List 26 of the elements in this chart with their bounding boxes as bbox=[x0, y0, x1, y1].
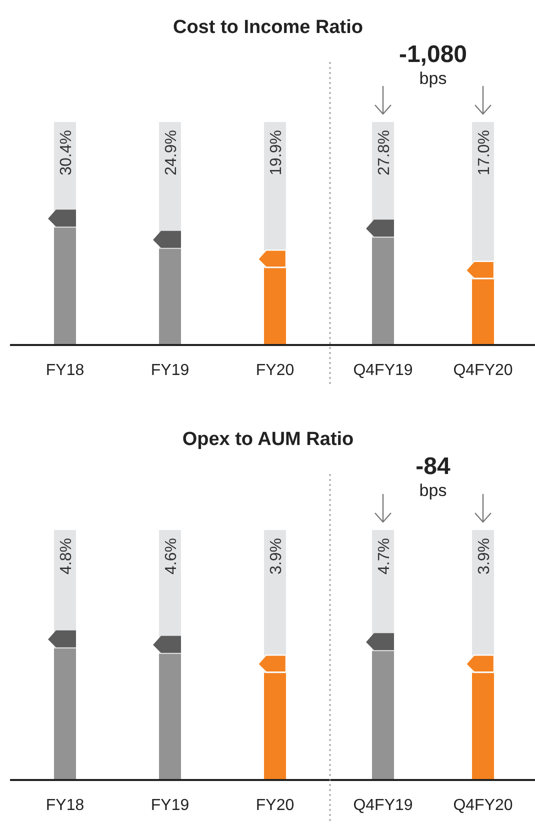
x-tick-label: FY20 bbox=[256, 362, 294, 379]
text: -84 bbox=[416, 453, 451, 480]
data-label: 3.9% bbox=[268, 538, 285, 574]
x-tick-label: Q4FY20 bbox=[453, 797, 513, 814]
data-label: 17.0% bbox=[476, 130, 493, 176]
x-tick-label: FY18 bbox=[46, 797, 84, 814]
data-label: 4.7% bbox=[376, 538, 393, 574]
x-tick-label: FY18 bbox=[46, 362, 84, 379]
data-label: 4.8% bbox=[58, 538, 75, 574]
chart-title: Cost to Income Ratio bbox=[172, 17, 364, 38]
x-tick-label: FY19 bbox=[150, 797, 190, 814]
text: -1,080 bbox=[398, 41, 468, 68]
text: bps bbox=[419, 481, 447, 500]
chart-title: Opex to AUM Ratio bbox=[182, 429, 354, 450]
data-label: 27.8% bbox=[376, 130, 393, 176]
data-label: 24.9% bbox=[163, 130, 180, 176]
data-label: 3.9% bbox=[476, 538, 493, 574]
data-label: 4.6% bbox=[163, 538, 180, 574]
x-tick-label: Q4FY20 bbox=[453, 362, 513, 379]
data-label: 30.4% bbox=[58, 130, 75, 176]
x-tick-label: Q4FY19 bbox=[353, 362, 413, 379]
text: bps bbox=[419, 69, 447, 88]
x-tick-label: Q4FY19 bbox=[353, 797, 413, 814]
data-label: 19.9% bbox=[268, 130, 285, 176]
x-tick-label: FY19 bbox=[150, 362, 190, 379]
x-tick-label: FY20 bbox=[256, 797, 294, 814]
